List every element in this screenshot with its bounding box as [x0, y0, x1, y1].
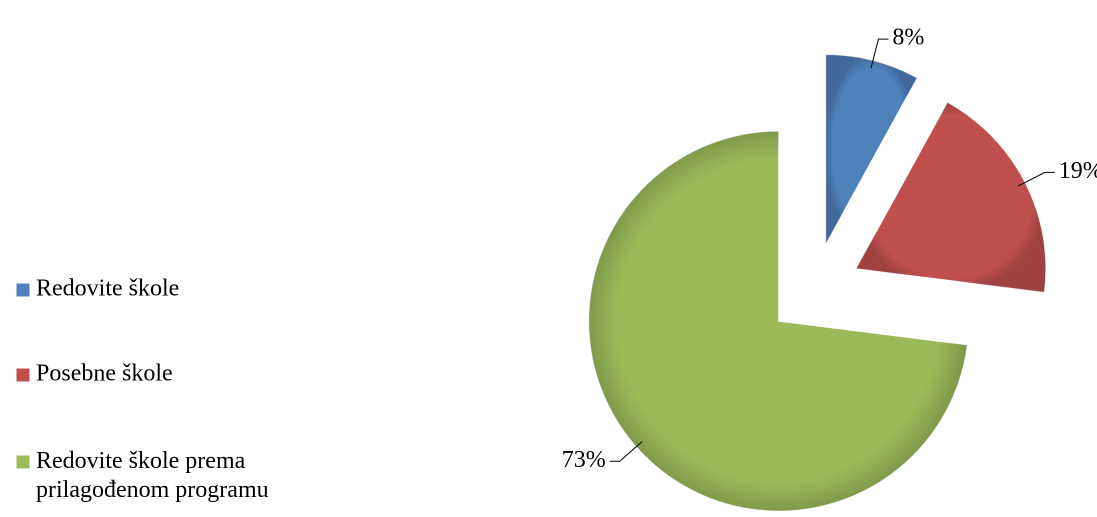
legend-line: prilagođenom programu: [36, 477, 269, 503]
legend-swatch: [15, 282, 31, 298]
legend-swatch: [15, 367, 31, 383]
legend-line: Redovite škole prema: [36, 448, 246, 474]
legend-label: Redovite škole: [36, 276, 179, 302]
data-label: 19%: [1059, 158, 1097, 184]
leader-line: [609, 441, 643, 462]
data-label: 8%: [892, 25, 924, 51]
data-label: 73%: [562, 447, 606, 473]
legend-label: Redovite škole prema prilagođenom program…: [36, 448, 269, 503]
legend-label: Posebne škole: [36, 361, 173, 387]
leader-line: [1017, 171, 1055, 187]
legend-swatch: [15, 454, 31, 470]
leader-line: [870, 38, 889, 69]
